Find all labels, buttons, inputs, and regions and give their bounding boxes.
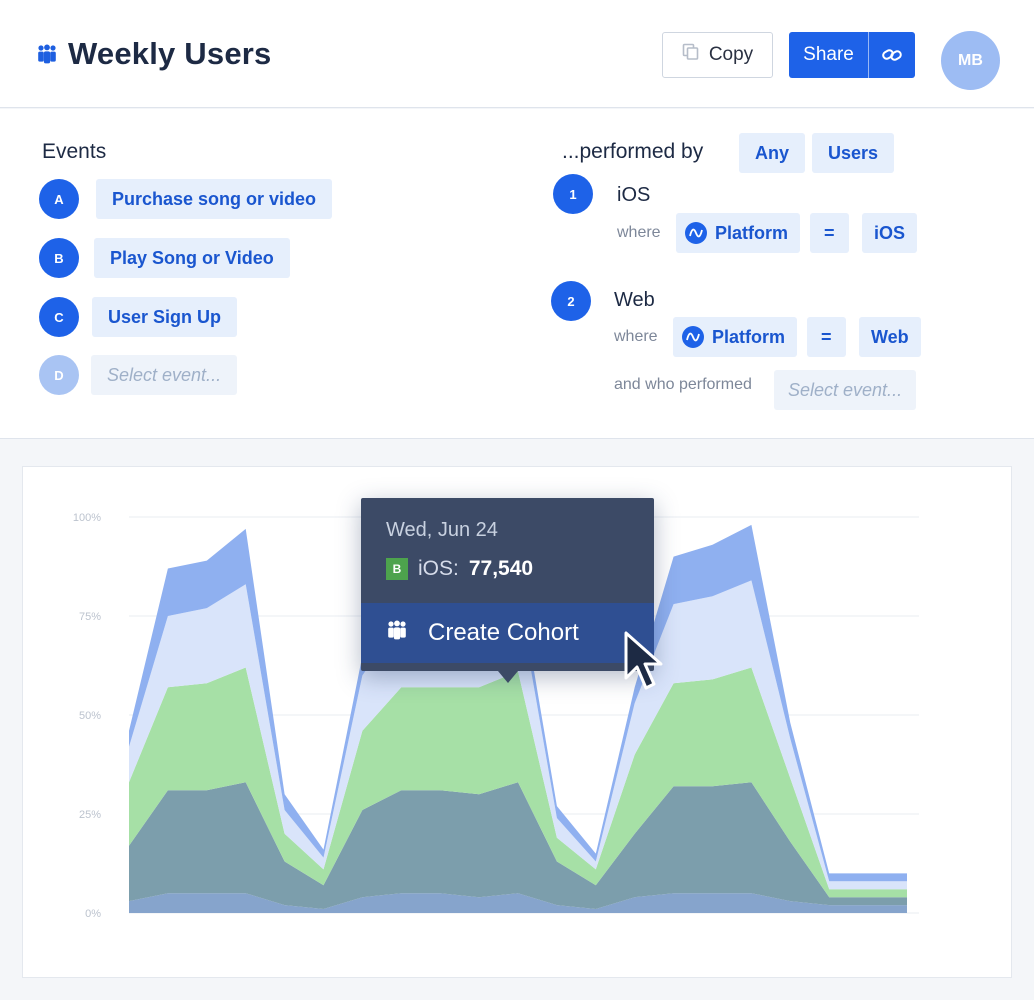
copy-icon [682, 43, 700, 67]
y-tick-label: 100% [73, 512, 101, 524]
where-label-2: where [614, 328, 658, 345]
property-label-1: Platform [715, 222, 789, 243]
users-group-icon [36, 43, 58, 65]
chart-tooltip: Wed, Jun 24 B iOS: 77,540 Create Cohort [361, 498, 654, 671]
event-letter-c: C [39, 297, 79, 337]
tooltip-series-row: B iOS: 77,540 [386, 557, 533, 581]
page-title: Weekly Users [68, 36, 272, 71]
user-avatar[interactable]: MB [941, 31, 1000, 90]
property-label-2: Platform [712, 326, 786, 347]
y-tick-label: 0% [85, 908, 101, 920]
platform-icon [685, 222, 707, 244]
link-icon[interactable] [869, 32, 915, 78]
y-tick-label: 75% [79, 611, 101, 623]
event-chip-c[interactable]: User Sign Up [92, 297, 238, 337]
area-series-3[interactable] [129, 667, 907, 898]
header-bar: Weekly Users Copy Share MB [0, 0, 1034, 108]
event-select-placeholder[interactable]: Select event... [91, 355, 238, 395]
segment-number-1: 1 [553, 174, 593, 214]
tooltip-pointer [498, 671, 518, 683]
events-heading: Events [42, 140, 107, 163]
event-letter-b: B [39, 238, 79, 278]
share-button[interactable]: Share [789, 32, 915, 78]
value-chip-2[interactable]: Web [859, 317, 921, 357]
segment-name-web[interactable]: Web [614, 289, 655, 311]
platform-icon [682, 326, 704, 348]
copy-label: Copy [708, 44, 754, 65]
query-builder: Events A Purchase song or video B Play S… [0, 109, 1034, 439]
event-letter-a: A [39, 179, 79, 219]
property-chip-1[interactable]: Platform [676, 213, 801, 253]
series-badge: B [386, 558, 408, 580]
tooltip-value: 77,540 [468, 557, 534, 580]
y-tick-label: 50% [79, 710, 101, 722]
event-letter-d: D [39, 355, 79, 395]
performed-event-select[interactable]: Select event... [774, 370, 917, 410]
copy-button[interactable]: Copy [662, 32, 773, 78]
where-label-1: where [617, 224, 661, 241]
users-dropdown[interactable]: Users [812, 133, 895, 173]
tooltip-series-label: iOS: [418, 557, 459, 580]
performed-by-heading: ...performed by [562, 140, 704, 163]
tooltip-date: Wed, Jun 24 [386, 519, 498, 541]
event-chip-b[interactable]: Play Song or Video [94, 238, 290, 278]
title-group: Weekly Users [36, 36, 271, 72]
cohort-icon [386, 619, 408, 648]
event-chip-a[interactable]: Purchase song or video [96, 179, 333, 219]
area-series-4[interactable] [129, 580, 907, 890]
create-cohort-button[interactable]: Create Cohort [361, 603, 654, 663]
property-chip-2[interactable]: Platform [673, 317, 798, 357]
and-who-performed-label: and who performed [614, 376, 752, 393]
value-chip-1[interactable]: iOS [862, 213, 918, 253]
segment-name-ios[interactable]: iOS [617, 184, 651, 206]
operator-chip-1[interactable]: = [810, 213, 849, 253]
area-series-2[interactable] [129, 782, 907, 909]
mouse-cursor-icon [623, 630, 669, 699]
y-tick-label: 25% [79, 809, 101, 821]
operator-chip-2[interactable]: = [807, 317, 846, 357]
share-label: Share [789, 32, 869, 78]
area-series-1[interactable] [129, 893, 907, 913]
any-dropdown[interactable]: Any [739, 133, 806, 173]
segment-number-2: 2 [551, 281, 591, 321]
create-cohort-label: Create Cohort [428, 619, 579, 646]
